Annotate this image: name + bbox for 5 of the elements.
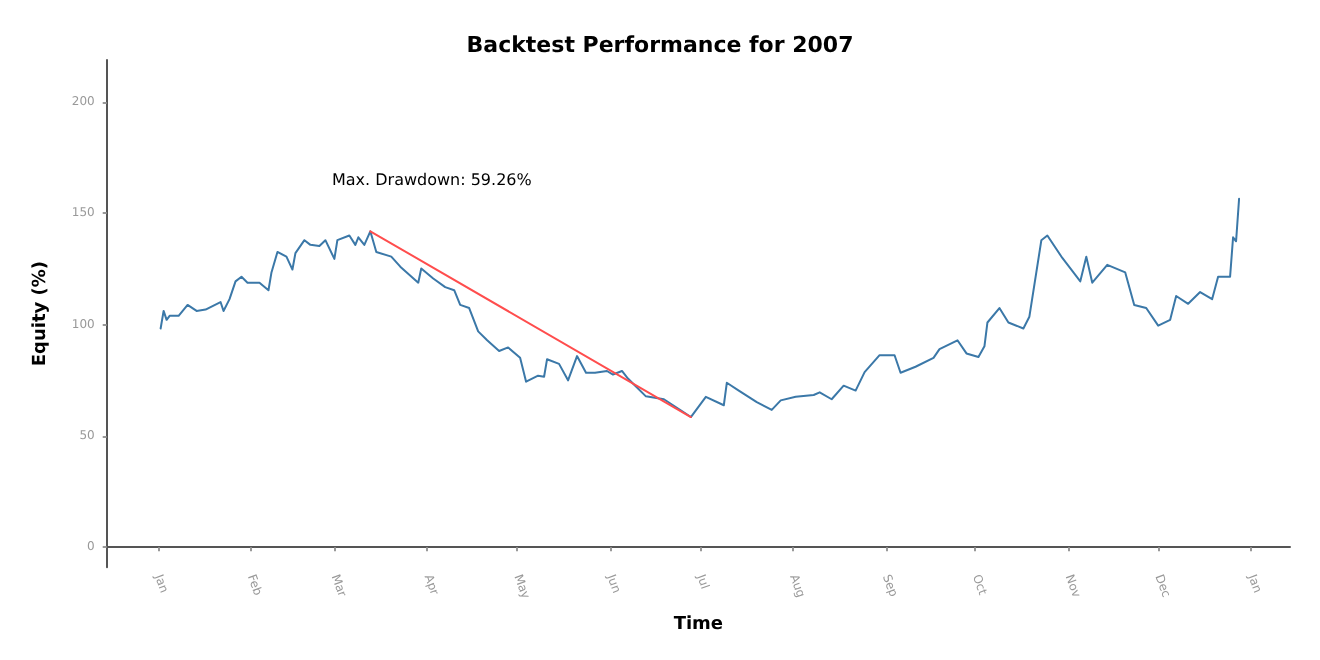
y-axis-title: Equity (%): [31, 260, 51, 367]
x-axis-title: Time: [673, 615, 724, 635]
annotation: Max. Drawdown: 59.26%: [332, 171, 533, 189]
line-series: [159, 197, 1241, 419]
chart-title: Backtest Performance for 2007: [466, 32, 854, 58]
